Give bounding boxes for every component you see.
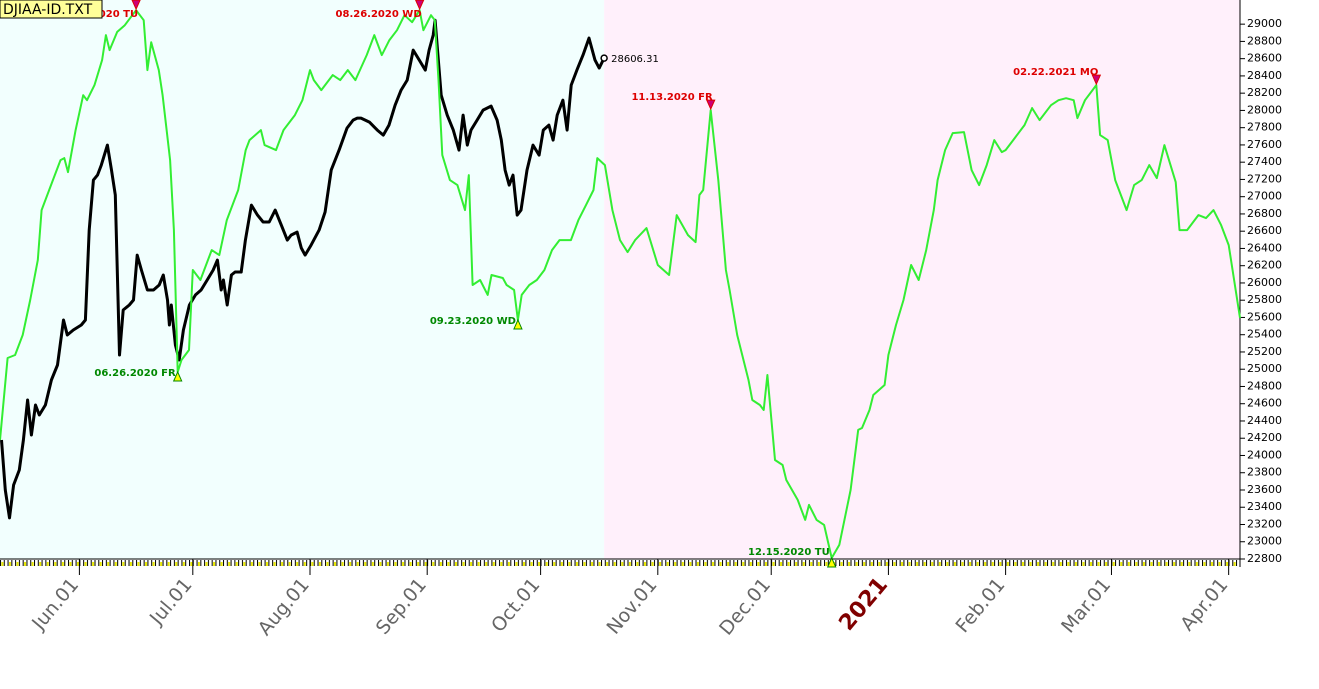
y-tick-label: 22800 — [1247, 552, 1282, 565]
annotation-label: 08.26.2020 WD — [336, 9, 422, 20]
annotation-label: 09.23.2020 WD — [430, 316, 516, 327]
title-box — [0, 0, 103, 19]
y-tick-label: 27800 — [1247, 121, 1282, 134]
y-tick-label: 23200 — [1247, 517, 1282, 530]
y-tick-label: 28800 — [1247, 34, 1282, 47]
annotation-label: 12.15.2020 TU — [748, 547, 830, 558]
series-line — [0, 9, 1241, 559]
y-tick-label: 27600 — [1247, 138, 1282, 151]
y-tick-label: 23000 — [1247, 535, 1282, 548]
x-tick-label: Jun.01 — [27, 574, 83, 635]
chart-title: DJIAA-ID.TXT — [3, 2, 93, 18]
y-tick-label: 23400 — [1247, 500, 1282, 513]
x-tick-label: Apr.01 — [1176, 574, 1232, 635]
y-tick-label: 26000 — [1247, 276, 1282, 289]
y-tick-label: 25000 — [1247, 362, 1282, 375]
y-tick-label: 27200 — [1247, 172, 1282, 185]
y-tick-label: 25600 — [1247, 310, 1282, 323]
peak-marker — [1091, 74, 1102, 86]
x-tick-label: Feb.01 — [952, 574, 1010, 637]
y-tick-label: 25400 — [1247, 328, 1282, 341]
y-tick-label: 25200 — [1247, 345, 1282, 358]
background-past — [0, 0, 605, 559]
annotation-label: 11.13.2020 FR — [631, 92, 713, 103]
peak-marker — [131, 0, 141, 11]
annotation-label: 02.22.2021 MO — [1013, 67, 1098, 78]
y-tick-label: 27000 — [1247, 190, 1282, 203]
y-tick-label: 26600 — [1247, 224, 1282, 237]
y-tick-label: 26400 — [1247, 241, 1282, 254]
y-tick-label: 28000 — [1247, 103, 1282, 116]
x-tick-label: 2021 — [834, 573, 893, 636]
y-tick-label: 26800 — [1247, 207, 1282, 220]
x-tick-label: Sep.01 — [372, 574, 431, 639]
y-tick-label: 24800 — [1247, 379, 1282, 392]
x-tick-label: Jul.01 — [145, 574, 197, 630]
x-tick-label: Oct.01 — [487, 574, 544, 636]
y-tick-label: 25800 — [1247, 293, 1282, 306]
y-tick-label: 27400 — [1247, 155, 1282, 168]
peak-marker — [415, 0, 425, 11]
y-tick-label: 26200 — [1247, 259, 1282, 272]
y-tick-label: 28600 — [1247, 52, 1282, 65]
y-tick-label: 24400 — [1247, 414, 1282, 427]
x-tick-label: Nov.01 — [602, 574, 661, 639]
y-tick-label: 28400 — [1247, 69, 1282, 82]
series-line — [0, 18, 606, 520]
x-tick-label: Mar.01 — [1057, 574, 1115, 637]
last-value-label: 28606.31 — [611, 54, 659, 65]
peak-marker — [705, 99, 716, 111]
y-tick-label: 28200 — [1247, 86, 1282, 99]
x-minor-ticks — [0, 559, 1240, 567]
y-tick-label: 29000 — [1247, 17, 1282, 30]
y-tick-label: 23600 — [1247, 483, 1282, 496]
y-tick-label: 24200 — [1247, 431, 1282, 444]
x-tick-label: Dec.01 — [715, 574, 775, 639]
background-future — [604, 0, 1240, 559]
y-tick-label: 24600 — [1247, 397, 1282, 410]
trough-marker — [172, 370, 183, 382]
trough-marker — [826, 556, 837, 568]
last-point-marker — [600, 54, 608, 62]
x-tick-label: Aug.01 — [254, 574, 314, 640]
y-tick-label: 24000 — [1247, 448, 1282, 461]
y-tick-label: 23800 — [1247, 466, 1282, 479]
annotation-label: 06.26.2020 FR — [94, 368, 176, 379]
trough-marker — [513, 318, 523, 330]
